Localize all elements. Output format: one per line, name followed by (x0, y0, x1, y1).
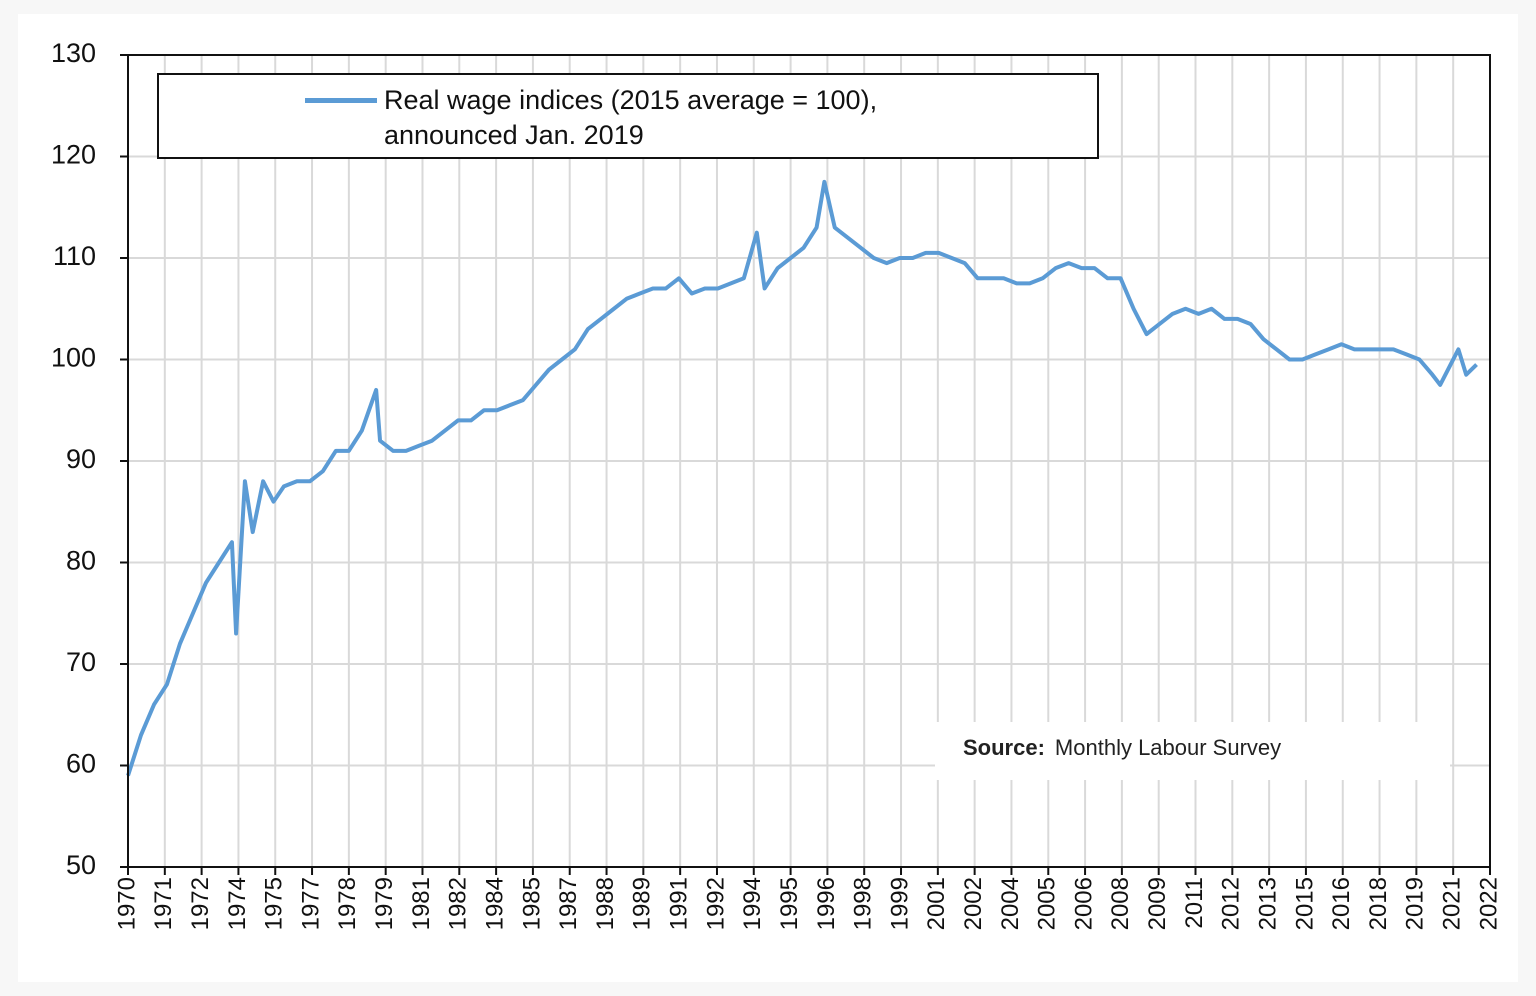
x-tick-label: 2015 (1291, 877, 1318, 930)
series-line (126, 179, 1478, 777)
y-tick-label: 60 (66, 749, 96, 779)
x-tick-label: 1970 (113, 877, 140, 930)
x-tick-label: 1996 (813, 877, 840, 930)
x-tick-label: 2009 (1144, 877, 1171, 930)
x-tick-label: 2001 (923, 877, 950, 930)
x-tick-label: 2022 (1475, 877, 1502, 930)
x-tick-label: 1995 (776, 877, 803, 930)
x-tick-label: 1989 (629, 877, 656, 930)
x-tick-label: 1992 (702, 877, 729, 930)
x-tick-label: 1979 (371, 877, 398, 930)
x-tick-label: 1975 (261, 877, 288, 930)
x-tick-label: 2018 (1365, 877, 1392, 930)
y-tick-label: 70 (66, 647, 96, 677)
x-tick-label: 1985 (518, 877, 545, 930)
x-tick-label: 1977 (297, 877, 324, 930)
source-label: Source: (963, 735, 1045, 760)
x-tick-label: 1982 (445, 877, 472, 930)
chart-background (18, 14, 1518, 982)
y-tick-label: 130 (51, 38, 96, 68)
x-tick-label: 1994 (739, 877, 766, 930)
y-tick-label: 50 (66, 850, 96, 880)
source-note: Source: Monthly Labour Survey (935, 722, 1450, 780)
x-tick-label: 1991 (666, 877, 693, 930)
x-tick-label: 2004 (997, 877, 1024, 930)
x-tick-label: 2016 (1328, 877, 1355, 930)
plot-frame (127, 54, 1491, 868)
legend-label: Real wage indices (2015 average = 100), … (384, 85, 878, 150)
x-tick-label: 1998 (850, 877, 877, 930)
x-tick-label: 1981 (408, 877, 435, 930)
x-tick-label: 2002 (960, 877, 987, 930)
x-tick-label: 1999 (886, 877, 913, 930)
x-tick-label: 1984 (481, 877, 508, 930)
x-tick-label: 2008 (1107, 877, 1134, 930)
x-tick-label: 1974 (224, 877, 251, 930)
x-tick-label: 1978 (334, 877, 361, 930)
y-tick-label: 120 (51, 140, 96, 170)
marks (126, 179, 1478, 777)
y-tick-label: 80 (66, 546, 96, 576)
x-tick-label: 1987 (555, 877, 582, 930)
x-tick-label: 2013 (1254, 877, 1281, 930)
x-tick-label: 2012 (1218, 877, 1245, 930)
legend: Real wage indices (2015 average = 100), … (157, 73, 1099, 159)
y-tick-label: 110 (53, 241, 96, 271)
legend-swatch (305, 98, 377, 103)
x-tick-label: 2011 (1181, 877, 1208, 929)
x-tick-label: 2021 (1439, 877, 1466, 930)
y-tick-label: 90 (66, 444, 96, 474)
x-tick-label: 1972 (187, 877, 214, 930)
x-tick-label: 1971 (150, 877, 177, 930)
x-tick-label: 1988 (592, 877, 619, 930)
y-tick-label: 100 (51, 343, 96, 373)
x-tick-label: 2005 (1034, 877, 1061, 930)
source-text: Monthly Labour Survey (1054, 735, 1282, 760)
x-tick-label: 2006 (1070, 877, 1097, 930)
x-tick-label: 2019 (1402, 877, 1429, 930)
